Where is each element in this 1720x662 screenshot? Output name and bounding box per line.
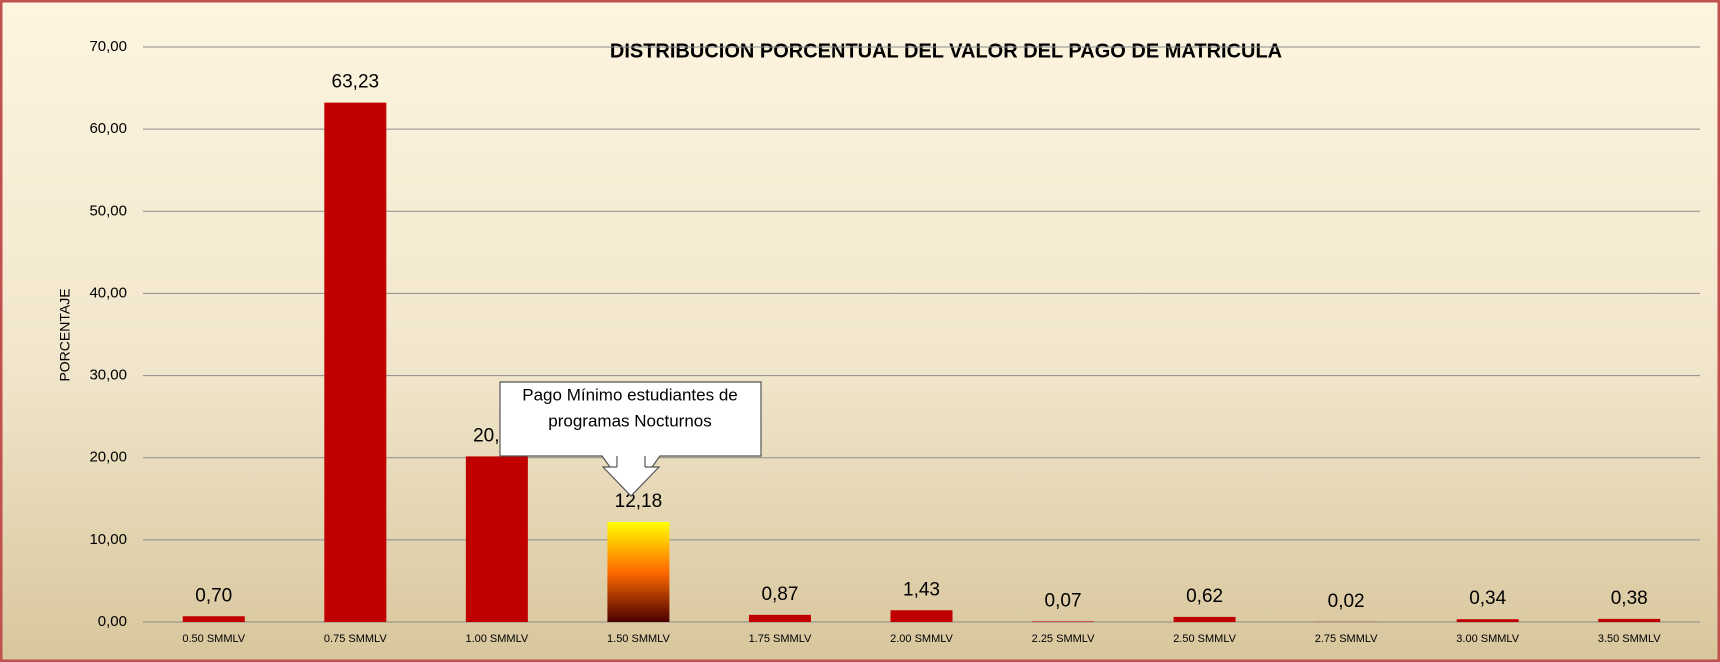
bar: [1032, 621, 1095, 622]
callout-arrow-body: [617, 455, 645, 467]
value-label: 0,70: [195, 585, 232, 606]
y-tick-label: 0,00: [98, 613, 127, 630]
bar: [1598, 618, 1661, 622]
x-tick-label: 2.50 SMMLV: [1173, 633, 1236, 645]
bar: [607, 521, 670, 622]
y-tick-label: 20,00: [89, 449, 127, 466]
x-tick-label: 2.25 SMMLV: [1032, 633, 1095, 645]
value-label: 0,34: [1469, 588, 1506, 609]
y-axis-label: PORCENTAJE: [57, 288, 73, 381]
x-tick-label: 2.00 SMMLV: [890, 633, 953, 645]
callout-text: programas Nocturnos: [548, 411, 711, 430]
x-tick-label: 0.50 SMMLV: [182, 633, 245, 645]
y-tick-label: 60,00: [89, 120, 127, 137]
value-label: 0,07: [1045, 590, 1082, 611]
x-tick-label: 3.50 SMMLV: [1598, 633, 1661, 645]
x-tick-label: 0.75 SMMLV: [324, 633, 387, 645]
callout-arrow-shaft: [616, 456, 646, 467]
bar: [1456, 619, 1519, 622]
value-label: 0,02: [1328, 591, 1365, 612]
x-tick-label: 1.50 SMMLV: [607, 633, 670, 645]
callout-text: Pago Mínimo estudiantes de: [522, 385, 737, 404]
bar: [748, 614, 811, 622]
x-tick-label: 1.75 SMMLV: [749, 633, 812, 645]
value-label: 0,87: [761, 584, 798, 605]
bar: [890, 610, 953, 622]
chart-title: DISTRIBUCION PORCENTUAL DEL VALOR DEL PA…: [610, 40, 1282, 62]
x-tick-label: 2.75 SMMLV: [1315, 633, 1378, 645]
value-label: 0,62: [1186, 586, 1223, 607]
value-label: 1,43: [903, 579, 940, 600]
x-tick-label: 3.00 SMMLV: [1456, 633, 1519, 645]
callout-arrow: [601, 466, 661, 497]
bar: [1173, 616, 1236, 622]
y-tick-label: 70,00: [89, 38, 127, 55]
value-label: 12,18: [615, 491, 663, 512]
value-label: 0,38: [1611, 588, 1648, 609]
value-label: 63,23: [332, 72, 380, 93]
y-tick-label: 10,00: [89, 531, 127, 548]
bar: [182, 616, 245, 622]
bar: [465, 456, 528, 622]
y-tick-label: 40,00: [89, 284, 127, 301]
y-tick-label: 50,00: [89, 202, 127, 219]
y-tick-label: 30,00: [89, 367, 127, 384]
x-tick-label: 1.00 SMMLV: [465, 633, 528, 645]
bar: [324, 102, 387, 622]
